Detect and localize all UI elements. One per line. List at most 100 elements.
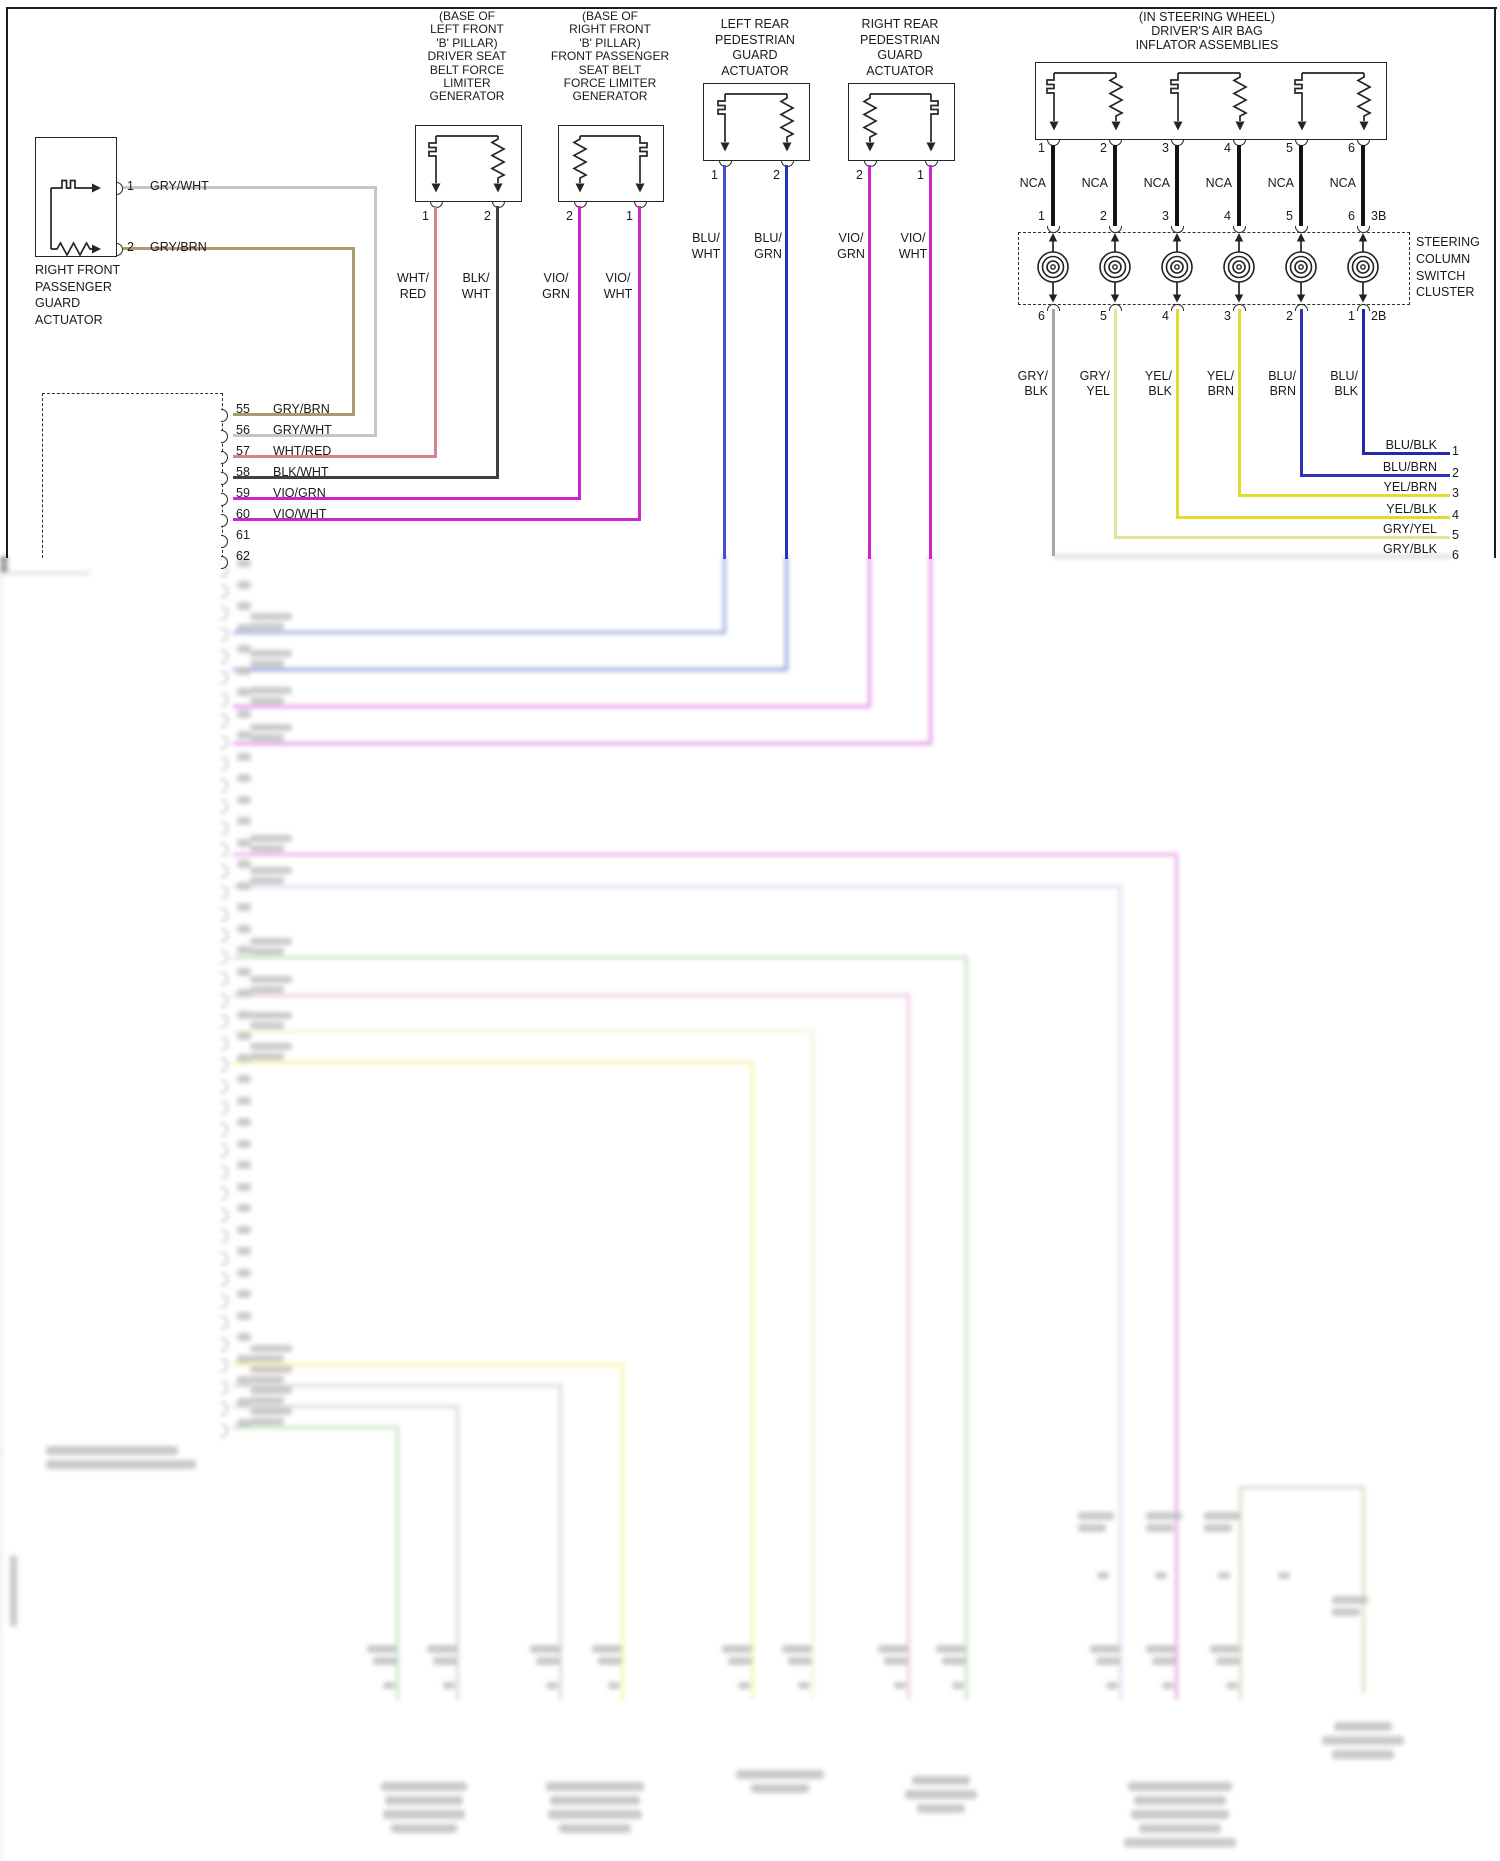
wire-label-smudge <box>942 1657 966 1665</box>
steering-mid-pin-number: 4 <box>1224 209 1231 223</box>
module-pin-number: 55 <box>236 402 250 416</box>
steering-wire-label: GRY/ BLK <box>1017 369 1048 398</box>
wire-label-smudge <box>250 623 284 630</box>
module-pin-number: 59 <box>236 486 250 500</box>
pin-number-smudge <box>237 774 251 782</box>
wire-label-smudge <box>936 1645 966 1653</box>
wire <box>395 1425 399 1700</box>
module-connector-pin <box>221 492 228 506</box>
module-connector-pin <box>221 1122 228 1136</box>
rf-actuator-box <box>35 137 117 257</box>
cluster-top-pin <box>1170 226 1184 233</box>
module-dashed-top <box>42 393 223 394</box>
wire <box>867 556 871 708</box>
cluster-bottom-pin <box>1170 304 1184 311</box>
actuator-wire-label: VIO/ GRN <box>837 231 865 261</box>
box-caption-smudge <box>1322 1736 1404 1745</box>
pin-number-smudge <box>237 924 251 933</box>
module-connector-pin <box>221 692 228 706</box>
module-connector-pin <box>221 1230 228 1243</box>
pin-number-smudge <box>237 623 251 632</box>
cluster-top-pin <box>1356 226 1370 233</box>
module-connector-pin <box>221 1187 228 1200</box>
gen-wire-label: VIO/ GRN <box>542 271 570 301</box>
wire-label-smudge <box>250 1355 284 1362</box>
module-connector-pin <box>221 1101 228 1114</box>
steering-mid-pin-number: 3 <box>1162 209 1169 223</box>
gen-wire-label: BLK/ WHT <box>461 271 491 301</box>
pin-number-smudge <box>237 1311 251 1320</box>
module-connector-pin <box>221 1337 228 1351</box>
wire-label-smudge <box>728 1657 752 1665</box>
wire <box>123 185 377 189</box>
squib-resistor-symbol <box>572 135 648 193</box>
wire-label-smudge <box>250 660 284 667</box>
module-connector-pin <box>221 757 228 770</box>
box-caption-smudge <box>391 1824 457 1833</box>
module-connector-pin <box>221 628 228 641</box>
wire <box>233 496 581 500</box>
module-dashed-left <box>0 574 1 1453</box>
module-connector-pin <box>221 950 228 964</box>
actuator-wire-label: BLU/ GRN <box>754 231 782 261</box>
steering-bottom-pin-number: 2 <box>1286 309 1293 323</box>
wire-label-smudge <box>1204 1512 1240 1520</box>
wire-label-smudge <box>367 1645 397 1653</box>
module-connector-pin <box>221 534 228 548</box>
nca-label: NCA <box>1329 176 1356 190</box>
box-caption-smudge <box>917 1804 965 1813</box>
right-edge-pin-number: 2 <box>1452 466 1459 480</box>
module-dashed-right <box>0 1453 1 1861</box>
wire <box>233 1404 459 1408</box>
module-connector-pin <box>221 821 228 835</box>
steering-column-cluster-label: STEERING COLUMN SWITCH CLUSTER <box>1416 235 1480 300</box>
steering-mid-pin-number: 6 <box>1348 209 1355 223</box>
module-connector-pin <box>221 929 228 942</box>
wire <box>433 206 437 458</box>
steering-top-pin-number: 6 <box>1348 141 1355 155</box>
page-border-left <box>6 7 8 558</box>
squib-resistor-symbols <box>1046 72 1372 131</box>
wire <box>233 667 788 671</box>
wire <box>784 165 788 559</box>
module-pin-wire-label: GRY/BRN <box>273 402 330 416</box>
clockspring-spiral-icon <box>1037 233 1069 303</box>
wire <box>1051 309 1055 556</box>
module-pin-wire-label: VIO/GRN <box>273 486 326 500</box>
wire <box>1174 852 1178 1700</box>
box-caption-smudge <box>546 1782 644 1791</box>
cluster-top-pin <box>1294 226 1308 233</box>
module-connector-pin <box>221 555 228 569</box>
box-caption-smudge <box>1128 1782 1232 1791</box>
nca-label: NCA <box>1143 176 1170 190</box>
wire <box>1113 145 1117 226</box>
rf-actuator-pin1 <box>116 181 123 195</box>
wire <box>233 433 377 437</box>
wire <box>867 165 871 559</box>
wire <box>1177 515 1450 519</box>
module-connector-pin <box>221 1079 228 1093</box>
module-connector-pin <box>221 843 228 856</box>
wire <box>577 206 581 500</box>
wire-label-smudge <box>1078 1524 1106 1532</box>
pin-number-smudge <box>237 1397 251 1406</box>
wire-label-smudge <box>788 1657 812 1665</box>
steering-column-cluster-box <box>1018 232 1410 305</box>
wire <box>750 1060 754 1700</box>
driver-generator-box <box>415 125 522 202</box>
wire <box>233 993 910 997</box>
connector-3b-label: 3B <box>1371 209 1387 223</box>
wire <box>233 1060 754 1064</box>
module-connector-pin <box>221 864 228 878</box>
pin-number-smudge <box>237 903 251 911</box>
module-caption-smudge <box>46 1460 196 1469</box>
clockspring-spiral-icon <box>1347 233 1379 303</box>
wire-label-smudge <box>1090 1645 1120 1653</box>
wire-label-smudge <box>250 697 284 704</box>
module-connector-pin <box>221 800 228 813</box>
pin-number-smudge <box>1218 1572 1230 1579</box>
nca-label: NCA <box>1081 176 1108 190</box>
pin-number-smudge <box>237 1139 251 1148</box>
module-dashed-left <box>42 393 43 558</box>
wire <box>1115 535 1450 539</box>
